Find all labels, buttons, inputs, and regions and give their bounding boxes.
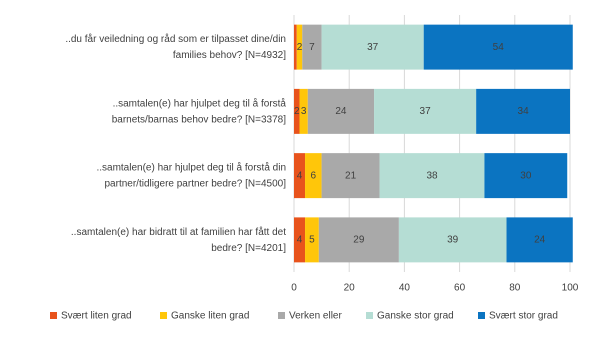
bar-segment	[305, 153, 322, 199]
category-label-line: ..samtalen(e) har hjulpet deg til å fors…	[96, 161, 286, 173]
data-label: 30	[520, 170, 532, 181]
data-label: 2	[297, 42, 303, 53]
bar-segment	[305, 217, 319, 263]
legend-swatch	[478, 312, 485, 319]
data-label: 2	[294, 106, 300, 117]
data-label: 39	[447, 235, 459, 246]
bar-segment	[506, 217, 573, 263]
data-label: 54	[493, 42, 505, 53]
data-label: 24	[335, 106, 347, 117]
legend-label: Svært stor grad	[489, 311, 558, 322]
data-label: 38	[426, 170, 438, 181]
data-label: 6	[311, 170, 317, 181]
bar-segment	[294, 153, 306, 199]
category-label-line: ..samtalen(e) har bidratt til at familie…	[71, 226, 286, 238]
data-label: 7	[309, 42, 315, 53]
bar-segment	[476, 88, 570, 134]
legend-label: Verken eller	[289, 311, 342, 322]
data-label: 24	[534, 235, 546, 246]
data-label: 21	[345, 170, 357, 181]
x-tick-label: 20	[344, 283, 356, 294]
bar-segment	[484, 153, 568, 199]
category-label-line: partner/tidligere partner bedre? [N=4500…	[104, 178, 286, 189]
bar-segment	[296, 24, 303, 70]
legend-swatch	[160, 312, 167, 319]
category-label-line: families behov? [N=4932]	[173, 50, 286, 61]
bar-segment	[321, 24, 424, 70]
x-tick-label: 60	[454, 283, 466, 294]
x-tick-label: 0	[291, 283, 297, 294]
legend-swatch	[278, 312, 285, 319]
bar-segment	[374, 88, 477, 134]
bar-segment	[294, 24, 297, 70]
bar-segment	[398, 217, 507, 263]
category-label: ..samtalen(e) har hjulpet deg til å fors…	[96, 161, 286, 189]
category-label-line: ..samtalen(e) har hjulpet deg til å fors…	[113, 97, 287, 109]
category-label: ..du får veiledning og råd som er tilpas…	[65, 33, 286, 61]
category-label-line: bedre? [N=4201]	[211, 243, 286, 254]
data-label: 29	[353, 235, 365, 246]
legend-label: Svært liten grad	[61, 311, 132, 322]
bar-segment	[299, 88, 308, 134]
category-label-line: ..du får veiledning og råd som er tilpas…	[65, 33, 286, 45]
x-tick-label: 40	[399, 283, 411, 294]
data-label: 37	[420, 106, 432, 117]
x-tick-label: 100	[562, 283, 579, 294]
bar-segment	[302, 24, 322, 70]
bar-segment	[318, 217, 399, 263]
data-label: 4	[297, 235, 303, 246]
bar-segment	[423, 24, 573, 70]
bar-segment	[307, 88, 375, 134]
data-label: 5	[309, 235, 315, 246]
data-label: 3	[301, 106, 307, 117]
legend-label: Ganske liten grad	[171, 311, 249, 322]
category-label: ..samtalen(e) har hjulpet deg til å fors…	[112, 97, 287, 125]
category-label: ..samtalen(e) har bidratt til at familie…	[71, 226, 286, 254]
data-label: 34	[518, 106, 530, 117]
bar-segment	[294, 88, 300, 134]
legend-swatch	[50, 312, 57, 319]
data-label: 4	[297, 170, 303, 181]
legend-label: Ganske stor grad	[377, 311, 454, 322]
x-tick-label: 80	[509, 283, 521, 294]
category-label-line: barnets/barnas behov bedre? [N=3378]	[112, 114, 287, 125]
bar-segment	[294, 217, 306, 263]
bar-segment	[321, 153, 380, 199]
data-label: 37	[367, 42, 379, 53]
legend-swatch	[366, 312, 373, 319]
bar-segment	[379, 153, 485, 199]
